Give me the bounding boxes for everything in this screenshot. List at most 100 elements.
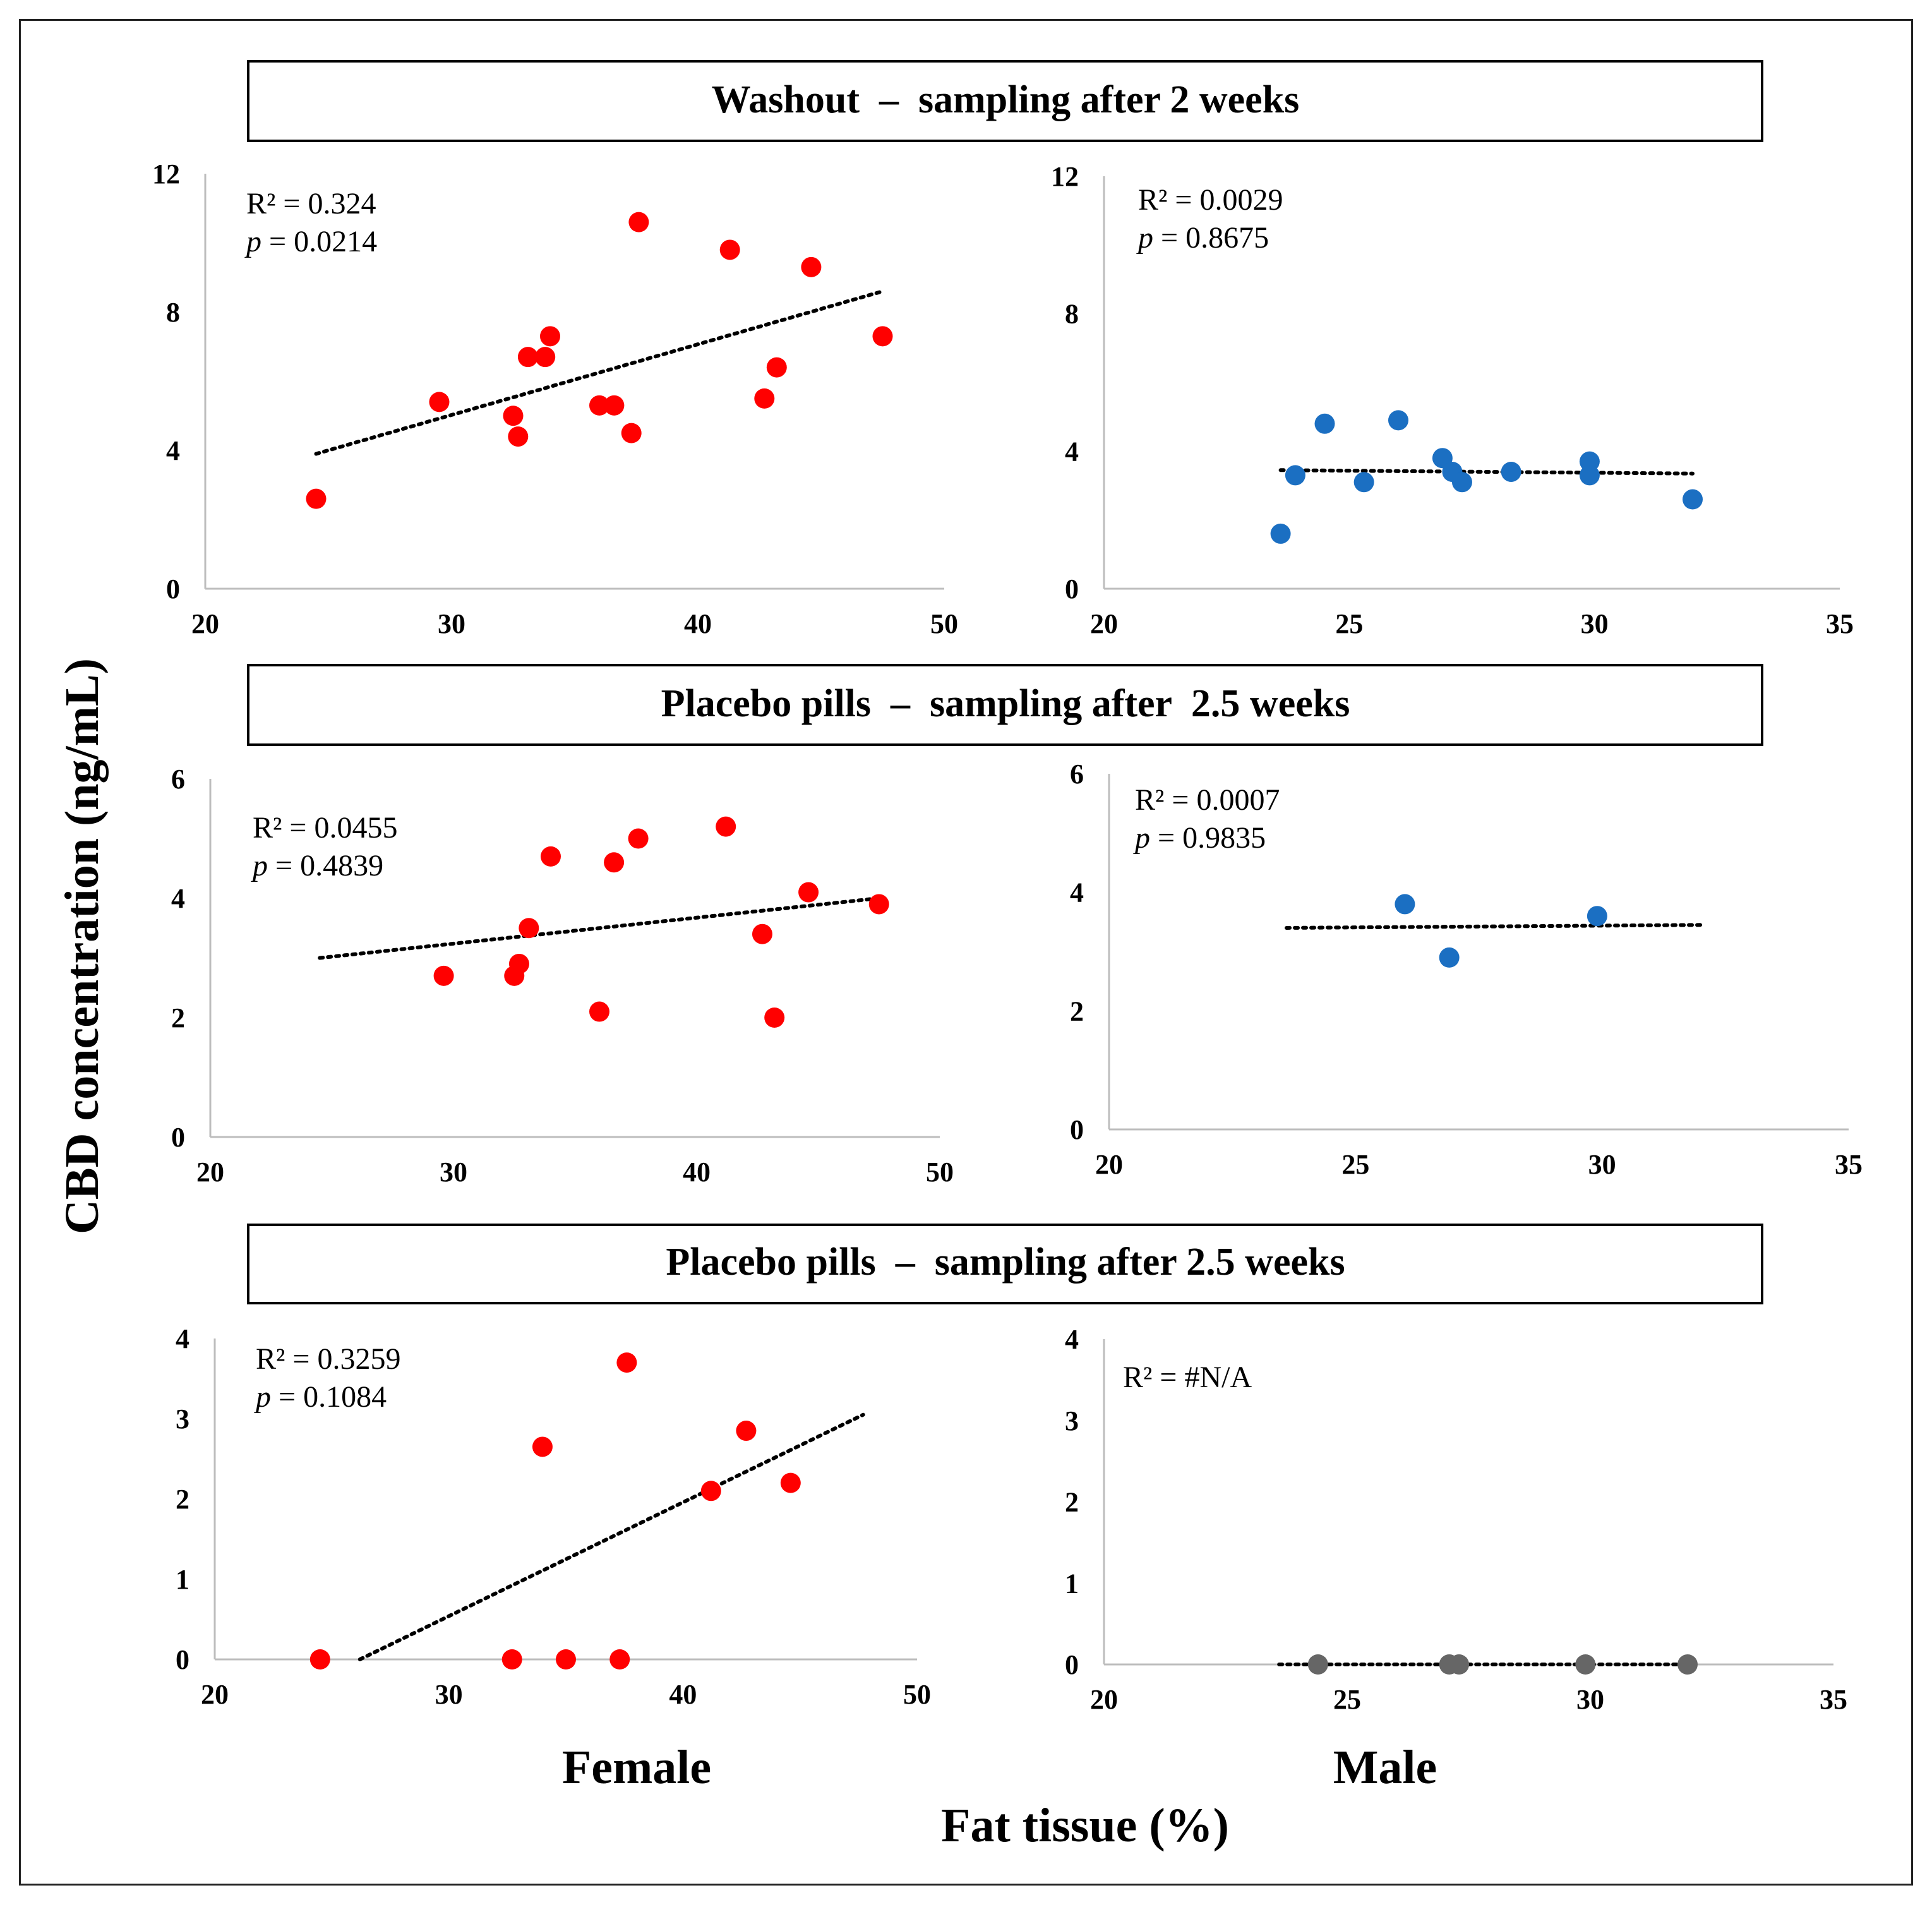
y-tick-label: 2: [1065, 1487, 1079, 1518]
chart-washout-female: 0 4 8 12 20 30 40 50 R² = 0.324 p = 0.0214: [152, 159, 958, 639]
chart-placebo2-male: 0 1 2 3 4 20 25 30 35 R² = #N/A: [1065, 1324, 1847, 1715]
data-point: [1285, 465, 1305, 486]
data-point: [604, 395, 625, 416]
data-point: [752, 923, 772, 944]
data-point: [764, 1008, 785, 1028]
banner-placebo-2-title: Placebo pills – sampling after 2.5 weeks: [666, 1241, 1345, 1284]
y-tick-label: 0: [176, 1644, 189, 1675]
trendline: [1278, 468, 1695, 476]
chart-placebo-male: 0 2 4 6 20 25 30 35 R² = 0.0007 p = 0.9835: [1070, 759, 1863, 1180]
x-tick-label: 20: [1090, 1684, 1118, 1715]
data-point: [508, 953, 529, 974]
data-point: [508, 426, 529, 447]
data-point: [1587, 906, 1607, 927]
data-point: [780, 1472, 801, 1493]
data-point: [754, 388, 775, 409]
banner-placebo-box: [247, 664, 1763, 746]
data-point: [1451, 472, 1472, 493]
data-point: [540, 326, 560, 347]
y-tick-label: 12: [152, 159, 180, 189]
data-point: [798, 882, 819, 903]
x-tick-label: 40: [683, 1157, 711, 1188]
data-point: [604, 852, 625, 873]
x-tick-label: 20: [196, 1157, 224, 1188]
y-tick-label: 3: [176, 1404, 189, 1435]
x-tick-label: 30: [1576, 1684, 1604, 1715]
trendline: [318, 896, 881, 960]
chart-placebo-female: 0 2 4 6 20 30 40 50 R² = 0.0455 p = 0.4839: [171, 764, 954, 1188]
data-point: [1439, 947, 1460, 968]
y-tick-label: 0: [1065, 1649, 1079, 1680]
data-point: [501, 1649, 522, 1669]
x-tick-label: 30: [1581, 608, 1609, 639]
data-point: [532, 1436, 553, 1457]
x-tick-label: 20: [201, 1679, 229, 1710]
y-tick-label: 4: [171, 883, 185, 914]
x-tick-label: 25: [1341, 1149, 1369, 1180]
chart-washout-male: 0 4 8 12 20 25 30 35 R² = 0.0029 p = 0.8675: [1051, 161, 1854, 639]
data-point: [541, 846, 561, 867]
y-tick-label: 4: [176, 1323, 189, 1354]
data-point: [429, 392, 450, 412]
x-tick-label: 50: [903, 1679, 931, 1710]
y-tick-label: 8: [166, 297, 180, 328]
data-point: [628, 212, 649, 232]
data-point: [609, 1649, 630, 1669]
x-tick-label: 20: [1090, 608, 1118, 639]
data-point: [1353, 472, 1374, 493]
data-point: [1501, 461, 1521, 482]
data-point: [872, 326, 893, 347]
data-point: [517, 347, 538, 368]
chart-placebo2-female: 0 1 2 3 4 20 30 40 50 R² = 0.3259 p = 0.1084: [176, 1323, 931, 1710]
r-squared-label: R² = 0.3259: [256, 1342, 400, 1376]
x-tick-label: 30: [1588, 1149, 1616, 1180]
y-tick-label: 1: [176, 1564, 189, 1595]
p-value-label: p = 0.1084: [254, 1380, 387, 1414]
data-point: [519, 918, 539, 939]
r-squared-label: R² = 0.0029: [1138, 183, 1283, 217]
trendline: [314, 289, 885, 456]
y-tick-label: 4: [1070, 877, 1084, 908]
data-point: [736, 1421, 757, 1441]
x-tick-label: 25: [1335, 608, 1363, 639]
p-value-label: p = 0.8675: [1136, 221, 1269, 255]
data-point: [589, 1001, 609, 1022]
data-point: [621, 423, 642, 443]
male-label: Male: [1333, 1741, 1437, 1794]
r-squared-label: R² = 0.324: [246, 187, 376, 220]
data-point: [1307, 1654, 1328, 1675]
figure-frame: [19, 19, 1913, 1886]
y-tick-label: 6: [171, 764, 185, 795]
y-tick-label: 4: [1065, 436, 1079, 467]
banner-placebo: Placebo pills – sampling after 2.5 weeks: [247, 664, 1763, 746]
data-point: [1314, 413, 1335, 434]
trendline: [357, 1412, 865, 1661]
x-tick-label: 40: [684, 608, 712, 639]
y-tick-label: 6: [1070, 759, 1084, 790]
data-point: [309, 1649, 330, 1669]
data-point: [1579, 465, 1600, 486]
data-point: [1449, 1654, 1470, 1675]
data-point: [716, 816, 736, 837]
data-point: [556, 1649, 576, 1669]
trendline: [1285, 923, 1703, 930]
y-tick-label: 2: [171, 1002, 185, 1033]
y-tick-label: 2: [1070, 996, 1084, 1026]
data-point: [700, 1481, 721, 1501]
y-tick-label: 0: [1070, 1114, 1084, 1145]
p-value-label: p = 0.4839: [251, 849, 383, 882]
data-point: [1575, 1654, 1596, 1675]
banner-placebo-2-box: [247, 1224, 1763, 1304]
data-point: [1270, 523, 1291, 544]
p-value-label: p = 0.9835: [1133, 821, 1266, 855]
x-tick-label: 20: [191, 608, 219, 639]
y-tick-label: 12: [1051, 161, 1079, 192]
data-point: [503, 406, 524, 426]
x-tick-label: 35: [1826, 608, 1854, 639]
female-label: Female: [562, 1741, 711, 1794]
p-value-label: p = 0.0214: [244, 225, 377, 258]
y-tick-label: 0: [166, 574, 180, 605]
r-squared-label: R² = 0.0455: [253, 811, 397, 845]
y-tick-label: 4: [166, 435, 180, 466]
data-point: [1683, 489, 1703, 510]
